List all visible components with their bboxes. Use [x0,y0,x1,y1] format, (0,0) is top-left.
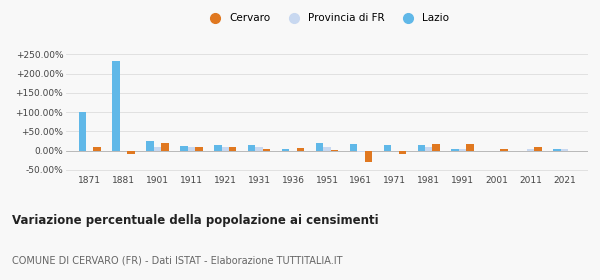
Bar [214,145,221,151]
Bar [221,148,229,151]
Bar [256,148,263,151]
Bar [534,147,542,151]
Text: Variazione percentuale della popolazione ai censimenti: Variazione percentuale della popolazione… [12,214,379,227]
Bar [188,148,195,151]
Bar [323,147,331,151]
Bar [560,149,568,151]
Bar [112,61,120,151]
Bar [79,112,86,151]
Bar [433,144,440,151]
Bar [500,149,508,151]
Bar [331,150,338,151]
Bar [161,143,169,151]
Bar [154,147,161,151]
Bar [527,149,534,151]
Legend: Cervaro, Provincia di FR, Lazio: Cervaro, Provincia di FR, Lazio [203,11,451,25]
Bar [297,148,304,151]
Bar [195,148,203,151]
Bar [248,145,256,151]
Bar [459,149,466,151]
Bar [180,146,188,151]
Bar [229,148,236,151]
Bar [451,149,459,151]
Bar [263,149,271,151]
Bar [146,141,154,151]
Bar [425,148,433,151]
Bar [466,144,474,151]
Bar [94,147,101,151]
Bar [365,151,372,162]
Text: COMUNE DI CERVARO (FR) - Dati ISTAT - Elaborazione TUTTITALIA.IT: COMUNE DI CERVARO (FR) - Dati ISTAT - El… [12,255,343,265]
Bar [418,145,425,151]
Bar [357,151,365,152]
Bar [398,151,406,154]
Bar [383,145,391,151]
Bar [350,144,357,151]
Bar [553,149,560,151]
Bar [316,143,323,151]
Bar [282,149,289,151]
Bar [127,151,135,154]
